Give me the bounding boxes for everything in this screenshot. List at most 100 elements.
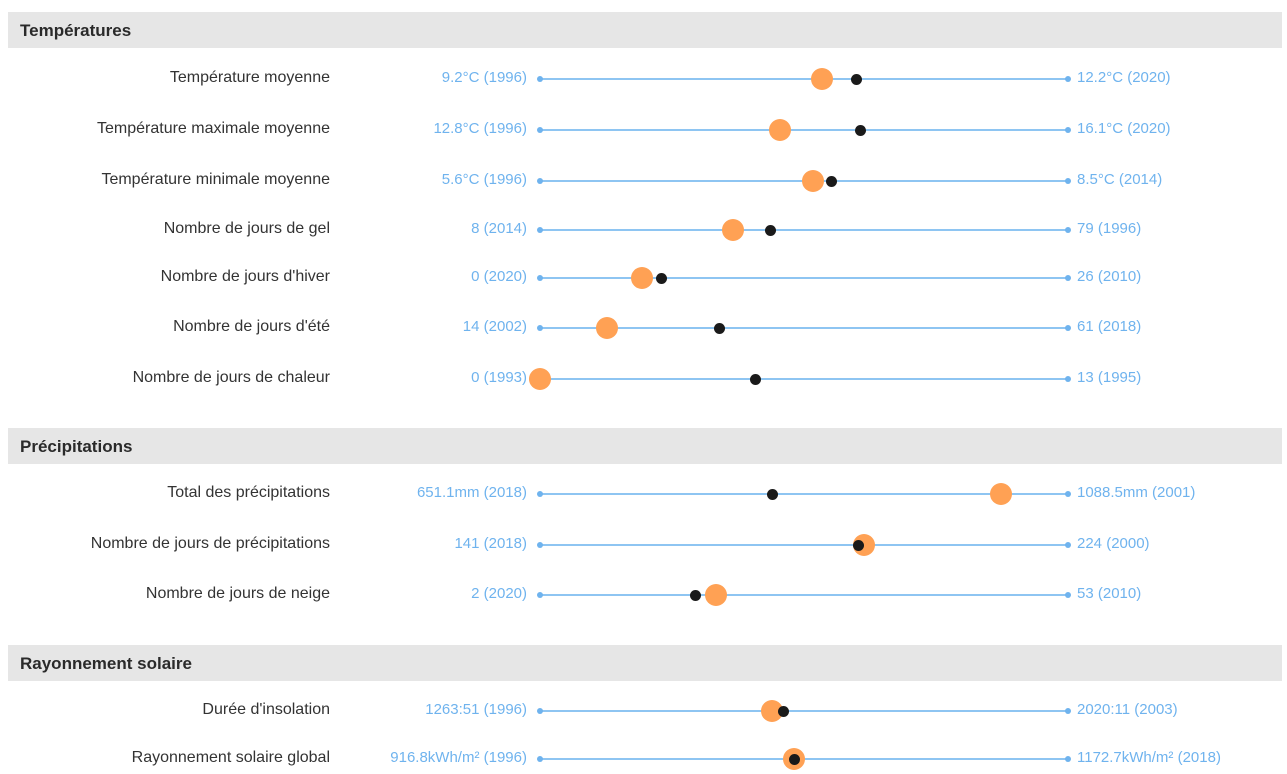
section-header-rayonnement: Rayonnement solaire: [8, 645, 1282, 681]
current-value-marker: [769, 119, 791, 141]
mean-value-marker: [851, 74, 863, 85]
current-value-marker: [760, 700, 783, 722]
range-track: [540, 378, 1068, 380]
max-value-label: 1172.7kWh/m² (2018): [1077, 749, 1221, 766]
range-max-dot: [1065, 227, 1071, 233]
range-min-dot: [537, 227, 543, 233]
metric-label: Température moyenne: [169, 69, 330, 86]
max-value-label: 16.1°C (2020): [1077, 120, 1171, 137]
range-track: [540, 710, 1068, 712]
range-min-dot: [537, 542, 543, 548]
max-value-label: 2020:11 (2003): [1077, 701, 1178, 718]
current-value-marker: [990, 483, 1012, 505]
min-value-label: 651.1mm (2018): [416, 484, 527, 501]
max-value-label: 12.2°C (2020): [1077, 69, 1171, 86]
mean-value-marker: [767, 489, 779, 500]
max-value-label: 13 (1995): [1077, 369, 1142, 386]
range-min-dot: [537, 756, 543, 762]
metric-row: Nombre de jours de neige 2 (2020) 53 (2010…: [0, 580, 1287, 610]
current-value-marker: [529, 368, 551, 390]
metric-label: Total des précipitations: [167, 484, 330, 501]
max-value-label: 53 (2010): [1077, 585, 1142, 602]
range-min-dot: [537, 127, 543, 133]
section-title: Températures: [20, 21, 132, 40]
range-max-dot: [1065, 325, 1071, 331]
range-track: [540, 277, 1068, 279]
range-max-dot: [1065, 708, 1071, 714]
metric-row: Nombre de jours de précipitations 141 (20…: [0, 530, 1287, 560]
mean-value-marker: [749, 374, 761, 385]
metric-row: Nombre de jours de gel 8 (2014) 79 (1996): [0, 215, 1287, 245]
min-value-label: 12.8°C (1996): [433, 120, 527, 137]
section-title: Rayonnement solaire: [20, 654, 192, 673]
range-min-dot: [537, 491, 543, 497]
min-value-label: 1263:51 (1996): [425, 701, 527, 718]
min-value-label: 0 (2020): [471, 268, 527, 285]
min-value-label: 5.6°C (1996): [441, 171, 527, 188]
section-header-temperatures: Températures: [8, 12, 1282, 48]
range-track: [540, 327, 1068, 329]
range-min-dot: [537, 325, 543, 331]
mean-value-marker: [777, 706, 789, 717]
mean-value-marker: [788, 754, 800, 765]
metric-row: Rayonnement solaire global 916.8kWh/m² (1…: [0, 744, 1287, 774]
current-value-marker: [705, 584, 727, 606]
metric-row: Température minimale moyenne 5.6°C (1996)…: [0, 166, 1287, 196]
range-track: [540, 78, 1068, 80]
range-max-dot: [1065, 376, 1071, 382]
current-value-marker: [722, 219, 745, 241]
range-min-dot: [537, 275, 543, 281]
current-value-marker: [596, 317, 619, 339]
metric-label: Nombre de jours de chaleur: [132, 369, 330, 386]
metric-label: Nombre de jours de neige: [145, 585, 330, 602]
min-value-label: 14 (2002): [462, 318, 527, 335]
range-max-dot: [1065, 542, 1071, 548]
max-value-label: 61 (2018): [1077, 318, 1142, 335]
range-max-dot: [1065, 76, 1071, 82]
metric-row: Nombre de jours d'été 14 (2002) 61 (2018): [0, 313, 1287, 343]
current-value-marker: [630, 267, 653, 289]
metric-label: Température maximale moyenne: [97, 120, 330, 137]
range-track: [540, 594, 1068, 596]
mean-value-marker: [852, 540, 864, 551]
metric-label: Température minimale moyenne: [101, 171, 330, 188]
range-max-dot: [1065, 127, 1071, 133]
current-value-marker: [802, 170, 825, 192]
metric-row: Durée d'insolation 1263:51 (1996) 2020:11 …: [0, 696, 1287, 726]
metric-row: Total des précipitations 651.1mm (2018) 10…: [0, 479, 1287, 509]
range-max-dot: [1065, 178, 1071, 184]
min-value-label: 0 (1993): [471, 369, 527, 386]
min-value-label: 9.2°C (1996): [441, 69, 527, 86]
mean-value-marker: [765, 225, 777, 236]
metric-row: Nombre de jours de chaleur 0 (1993) 13 (19…: [0, 364, 1287, 394]
metric-label: Nombre de jours de précipitations: [90, 535, 330, 552]
current-value-marker: [810, 68, 833, 90]
metric-row: Température moyenne 9.2°C (1996) 12.2°C (2…: [0, 64, 1287, 94]
metric-label: Nombre de jours d'hiver: [160, 268, 330, 285]
metric-label: Durée d'insolation: [202, 701, 330, 718]
range-min-dot: [537, 708, 543, 714]
mean-value-marker: [854, 125, 866, 136]
max-value-label: 1088.5mm (2001): [1077, 484, 1196, 501]
section-header-precipitations: Précipitations: [8, 428, 1282, 464]
max-value-label: 8.5°C (2014): [1077, 171, 1163, 188]
metric-label: Nombre de jours d'été: [173, 318, 330, 335]
min-value-label: 8 (2014): [471, 220, 527, 237]
mean-value-marker: [656, 273, 668, 284]
range-max-dot: [1065, 491, 1071, 497]
range-min-dot: [537, 76, 543, 82]
range-min-dot: [537, 592, 543, 598]
range-max-dot: [1065, 592, 1071, 598]
range-max-dot: [1065, 756, 1071, 762]
range-track: [540, 129, 1068, 131]
range-track: [540, 229, 1068, 231]
section-title: Précipitations: [20, 437, 133, 456]
min-value-label: 2 (2020): [471, 585, 527, 602]
min-value-label: 916.8kWh/m² (1996): [390, 749, 527, 766]
max-value-label: 79 (1996): [1077, 220, 1142, 237]
range-track: [540, 493, 1068, 495]
mean-value-marker: [825, 176, 837, 187]
metric-row: Nombre de jours d'hiver 0 (2020) 26 (2010): [0, 263, 1287, 293]
range-track: [540, 544, 1068, 546]
min-value-label: 141 (2018): [454, 535, 527, 552]
